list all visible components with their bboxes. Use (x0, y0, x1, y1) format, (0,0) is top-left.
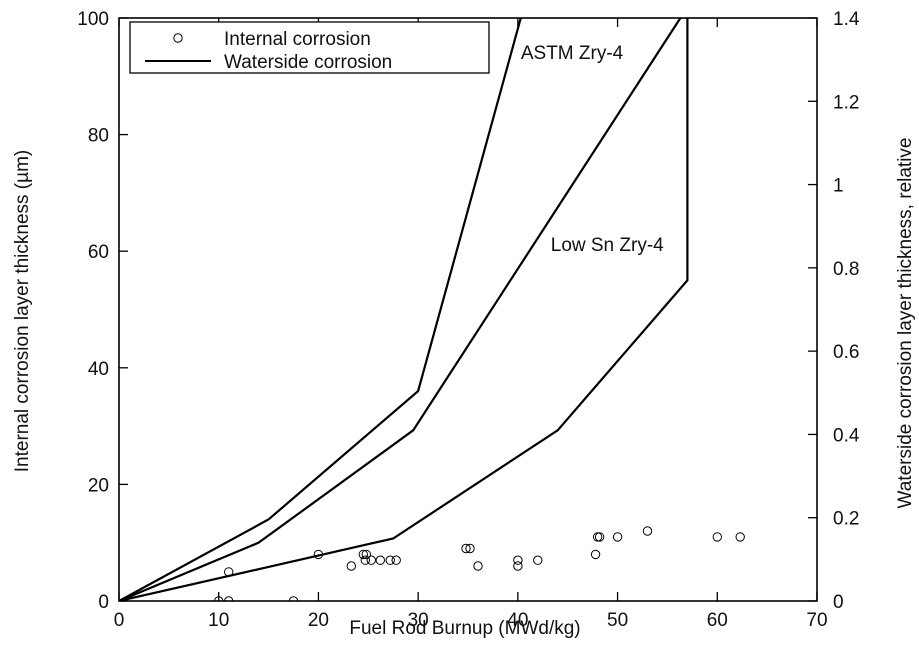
waterside-corrosion-line (119, 18, 680, 601)
plot-frame (119, 18, 817, 601)
legend-label-internal-corrosion: Internal corrosion (224, 29, 371, 50)
waterside-corrosion-line (119, 18, 521, 601)
y-axis-title: Internal corrosion layer thickness (µm) (12, 150, 33, 472)
y2-tick-label: 1 (833, 176, 844, 197)
internal-corrosion-point (643, 527, 651, 535)
y-tick-label: 0 (98, 592, 109, 613)
x-tick-label: 10 (208, 610, 229, 631)
y2-tick-label: 0 (833, 592, 844, 613)
curve-annotation: Low Sn Zry-4 (551, 235, 664, 256)
internal-corrosion-point (474, 562, 482, 570)
internal-corrosion-point (534, 556, 542, 564)
y2-tick-label: 1.4 (833, 9, 860, 30)
x-tick-label: 50 (607, 610, 628, 631)
x-axis-title: Fuel Rod Burnup (MWd/kg) (349, 618, 580, 639)
y-axis-ticks: 0 20 40 60 80 100 (77, 9, 128, 613)
internal-corrosion-point (376, 556, 384, 564)
y-tick-label: 80 (88, 126, 109, 147)
legend: Internal corrosion Waterside corrosion (130, 22, 489, 73)
legend-label-waterside-corrosion: Waterside corrosion (224, 52, 392, 73)
y2-tick-label: 1.2 (833, 92, 859, 113)
internal-corrosion-point (613, 533, 621, 541)
y2-tick-label: 0.8 (833, 259, 859, 280)
y-tick-label: 40 (88, 359, 109, 380)
y2-axis-title: Waterside corrosion layer thickness, rel… (895, 138, 916, 509)
internal-corrosion-point (347, 562, 355, 570)
internal-corrosion-point (593, 533, 601, 541)
y2-tick-label: 0.4 (833, 425, 860, 446)
internal-corrosion-point (595, 533, 603, 541)
internal-corrosion-point (367, 556, 375, 564)
plot-marks (119, 18, 744, 605)
internal-corrosion-point (514, 562, 522, 570)
curve-annotation: ASTM Zry-4 (521, 43, 624, 64)
internal-corrosion-point (591, 550, 599, 558)
x-tick-label: 60 (707, 610, 728, 631)
y-tick-label: 100 (77, 9, 109, 30)
y-tick-label: 60 (88, 242, 109, 263)
y2-tick-label: 0.2 (833, 509, 859, 530)
x-tick-label: 20 (308, 610, 329, 631)
y2-tick-label: 0.6 (833, 342, 859, 363)
y-tick-label: 20 (88, 475, 109, 496)
waterside-corrosion-line (119, 18, 687, 601)
x-tick-label: 70 (806, 610, 827, 631)
x-tick-label: 0 (114, 610, 125, 631)
internal-corrosion-point (736, 533, 744, 541)
internal-corrosion-point (713, 533, 721, 541)
y2-axis-ticks: 0 0.2 0.4 0.6 0.8 1 1.2 1.4 (808, 9, 860, 613)
internal-corrosion-point (392, 556, 400, 564)
